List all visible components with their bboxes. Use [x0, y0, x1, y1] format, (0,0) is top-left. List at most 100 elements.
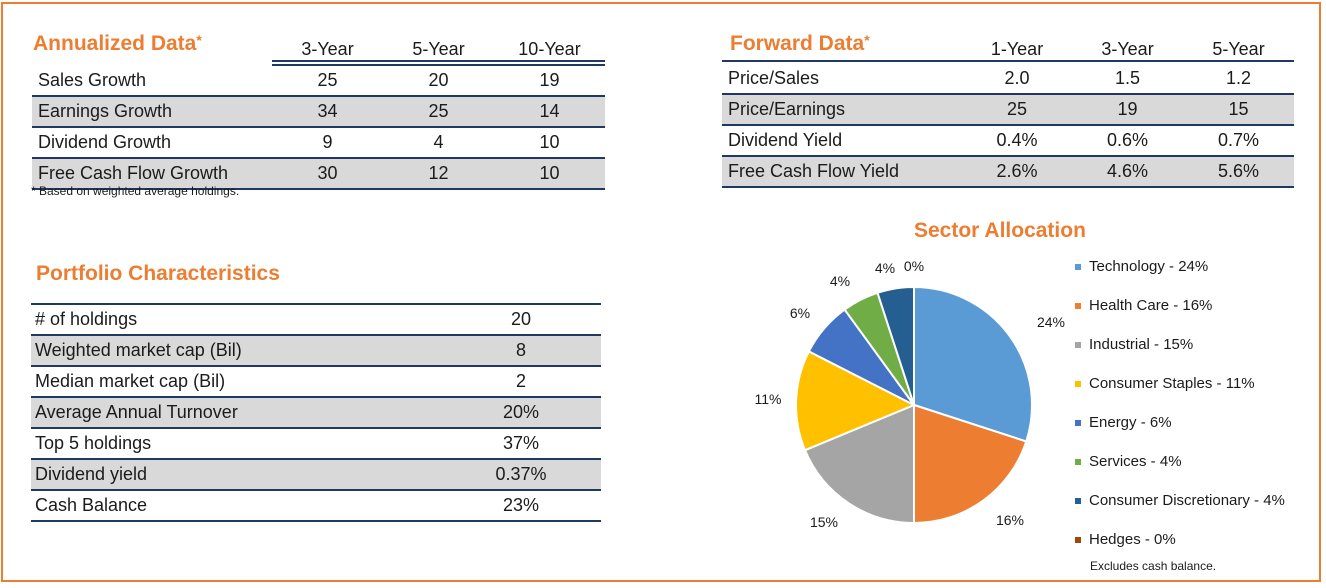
cell: 9 — [322, 132, 333, 152]
legend-label: Energy - 6% — [1089, 414, 1172, 431]
legend-label: Health Care - 16% — [1089, 297, 1213, 314]
cell: 30 — [317, 163, 338, 183]
table-row: Price/Earnings 25 19 15 — [722, 94, 1294, 125]
row-label: Weighted market cap (Bil) — [35, 340, 242, 360]
legend-swatch — [1075, 458, 1081, 465]
footnote: * Based on weighted average holdings. — [31, 184, 240, 198]
pie-data-label: 0% — [903, 258, 925, 274]
row-label: Free Cash Flow Growth — [38, 163, 229, 183]
cell: 19 — [539, 70, 560, 90]
annualized-header: 10-Year — [518, 39, 581, 59]
table-row: Earnings Growth 34 25 14 — [32, 96, 605, 127]
cell: 0.37% — [495, 464, 547, 484]
table-row: Free Cash Flow Yield 2.6% 4.6% 5.6% — [722, 156, 1294, 187]
legend-item: Technology - 24% — [1075, 258, 1208, 275]
cell: 19 — [1117, 99, 1138, 119]
row-label: Dividend yield — [35, 464, 148, 484]
table-row: Average Annual Turnover 20% — [31, 397, 601, 428]
legend-item: Energy - 6% — [1075, 414, 1172, 431]
cell: 20 — [428, 70, 449, 90]
pie-slice — [803, 403, 915, 525]
legend-swatch — [1075, 302, 1081, 309]
legend-label: Services - 4% — [1089, 453, 1182, 470]
cell: 10 — [539, 163, 560, 183]
forward-header: 3-Year — [1101, 39, 1154, 59]
table-row: Top 5 holdings 37% — [31, 428, 601, 459]
pie-data-label: 11% — [754, 391, 782, 407]
chart-title: Sector Allocation — [914, 219, 1086, 242]
row-label: Average Annual Turnover — [35, 402, 238, 422]
annualized-title: Annualized Data* — [33, 32, 202, 56]
legend-swatch — [1075, 380, 1081, 387]
legend-label: Technology - 24% — [1089, 258, 1209, 275]
legend-item: Services - 4% — [1075, 453, 1182, 470]
cell: 10 — [539, 132, 560, 152]
row-label: Earnings Growth — [38, 101, 173, 121]
legend-swatch — [1075, 536, 1081, 543]
legend-item: Industrial - 15% — [1075, 336, 1193, 353]
cell: 34 — [317, 101, 338, 121]
table-row: Dividend yield 0.37% — [31, 459, 601, 490]
cell: 0.4% — [996, 130, 1038, 150]
portfolio-top-rule — [31, 303, 601, 305]
forward-header: 5-Year — [1212, 39, 1265, 59]
cell: 4 — [433, 132, 444, 152]
cell: 37% — [502, 433, 540, 453]
cell: 12 — [428, 163, 449, 183]
cell: 1.2 — [1225, 68, 1252, 88]
cell: 23% — [502, 495, 540, 515]
cell: 2.0 — [1004, 68, 1030, 88]
cell: 1.5 — [1114, 68, 1141, 88]
table-row: # of holdings 20 — [31, 305, 601, 335]
cell: 2 — [515, 371, 526, 391]
legend-item: Health Care - 16% — [1075, 297, 1212, 314]
pie-data-label: 4% — [829, 273, 851, 289]
pie-data-label: 15% — [809, 514, 839, 530]
row-label: Price/Sales — [728, 68, 820, 88]
annualized-star: * — [196, 32, 202, 48]
table-row: Price/Sales 2.0 1.5 1.2 — [722, 64, 1294, 94]
legend-item: Consumer Staples - 11% — [1075, 375, 1255, 392]
pie-slice — [876, 285, 915, 406]
portfolio-table: # of holdings 20 Weighted market cap (Bil… — [31, 305, 601, 522]
table-row: Cash Balance 23% — [31, 490, 601, 521]
legend-label: Industrial - 15% — [1089, 336, 1194, 353]
row-label: Dividend Yield — [728, 130, 843, 150]
forward-header-rule — [722, 60, 1294, 62]
legend-item: Consumer Discretionary - 4% — [1075, 492, 1285, 509]
legend-swatch — [1075, 263, 1081, 270]
cell: 0.6% — [1106, 130, 1149, 150]
pie-data-label: 24% — [1036, 314, 1066, 330]
annualized-title-text: Annualized Data — [33, 32, 197, 55]
pie-data-label: 16% — [995, 512, 1025, 528]
legend-label: Hedges - 0% — [1089, 531, 1176, 548]
forward-table: 1-Year 3-Year 5-Year Price/Sales 2.0 1.5… — [722, 35, 1294, 188]
table-row: Median market cap (Bil) 2 — [31, 366, 601, 397]
sector-pie-chart — [795, 285, 1033, 525]
pie-slice — [795, 350, 917, 452]
cell: 15 — [1228, 99, 1249, 119]
legend-label: Consumer Discretionary - 4% — [1089, 492, 1285, 509]
cell: 5.6% — [1217, 161, 1260, 181]
row-label: Median market cap (Bil) — [35, 371, 226, 391]
chart-note: Excludes cash balance. — [1090, 559, 1217, 573]
cell: 25 — [1006, 99, 1028, 119]
row-label: Sales Growth — [32, 64, 272, 96]
pie-slice — [913, 285, 1033, 443]
cell: 0.7% — [1217, 130, 1260, 150]
annualized-header-rule — [272, 60, 605, 62]
table-row: Sales Growth 25 20 19 — [32, 64, 605, 96]
table-row: Free Cash Flow Growth 30 12 10 — [32, 158, 605, 189]
forward-title: Forward Data* — [730, 32, 870, 56]
row-label: # of holdings — [35, 309, 138, 329]
portfolio-title: Portfolio Characteristics — [36, 262, 280, 285]
forward-title-text: Forward Data — [730, 32, 865, 55]
table-row: Weighted market cap (Bil) 8 — [31, 335, 601, 366]
pie-data-label: 4% — [874, 260, 896, 276]
legend-label: Consumer Staples - 11% — [1089, 375, 1255, 392]
cell: 14 — [539, 101, 560, 121]
pie-data-label: 6% — [789, 305, 811, 321]
legend-swatch — [1075, 341, 1081, 348]
legend-swatch — [1075, 497, 1081, 504]
